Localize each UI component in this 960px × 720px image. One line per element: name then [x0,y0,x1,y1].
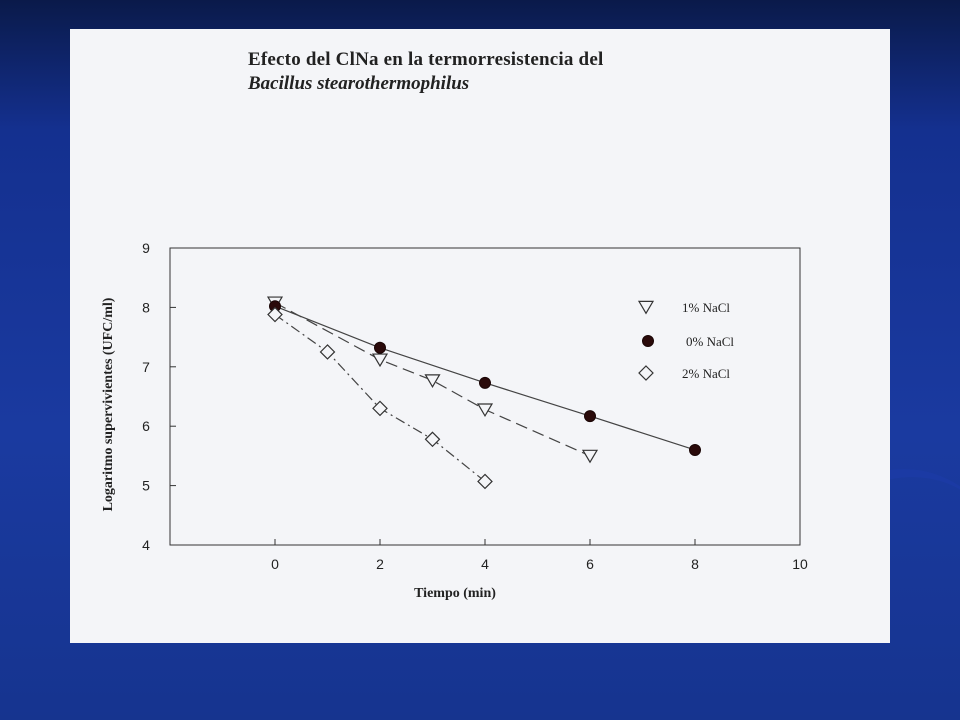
data-point-triangle [371,353,389,368]
axis-ticks: 0 2 4 6 8 10 4 5 6 7 8 9 [142,240,808,572]
slide-title-line1: Efecto del ClNa en la termorresistencia … [248,49,604,70]
series-line [274,302,591,457]
data-point-circle [374,341,386,354]
x-tick-label: 4 [481,556,489,572]
y-tick-label: 4 [142,537,150,553]
x-axis-label: Tiempo (min) [414,586,496,601]
series-1 [269,300,701,456]
x-tick-label: 0 [271,556,279,572]
survival-chart: 0 2 4 6 8 10 4 5 6 7 8 9 1% NaCl 0% NaCl 2% NaCl Tiem… [101,240,808,601]
data-point-diamond [638,365,654,381]
plot-frame [169,247,801,546]
data-point-circle [479,376,491,389]
legend-entry: 2% NaCl [682,366,730,381]
legend-entry: 1% NaCl [682,300,730,315]
y-tick-label: 6 [142,418,150,434]
data-point-circle [689,443,701,456]
data-point-triangle [637,300,655,315]
data-point-diamond [267,306,283,323]
plot-border [169,247,801,546]
x-tick-label: 8 [691,556,699,572]
slide-title: Efecto del ClNa en la termorresistencia … [248,49,603,95]
data-point-circle [642,335,654,347]
legend-entry: 0% NaCl [686,334,734,349]
slide-content-card: Efecto del ClNa en la termorresistencia … [70,29,890,643]
y-axis-label: Logaritmo supervivientes (UFC/ml) [101,297,116,511]
data-point-diamond [319,344,336,360]
x-tick-label: 6 [586,556,594,572]
data-point-circle [584,410,596,423]
data-point-diamond [372,400,388,417]
y-tick-label: 9 [142,240,150,256]
data-series [266,296,701,490]
slide-title-line2: Bacillus stearothermophilus [248,73,470,94]
y-tick-label: 7 [142,359,150,375]
chart-legend: 1% NaCl 0% NaCl 2% NaCl [637,300,734,381]
series-line [274,314,486,482]
data-point-triangle [581,449,599,464]
data-point-diamond [477,473,493,490]
y-tick-label: 8 [142,299,150,315]
data-point-triangle [424,374,441,388]
data-point-diamond [424,431,441,448]
series-2 [267,306,493,490]
x-tick-label: 2 [376,556,384,572]
x-tick-label: 10 [792,556,808,572]
y-tick-label: 5 [142,478,150,494]
data-point-triangle [476,403,494,418]
